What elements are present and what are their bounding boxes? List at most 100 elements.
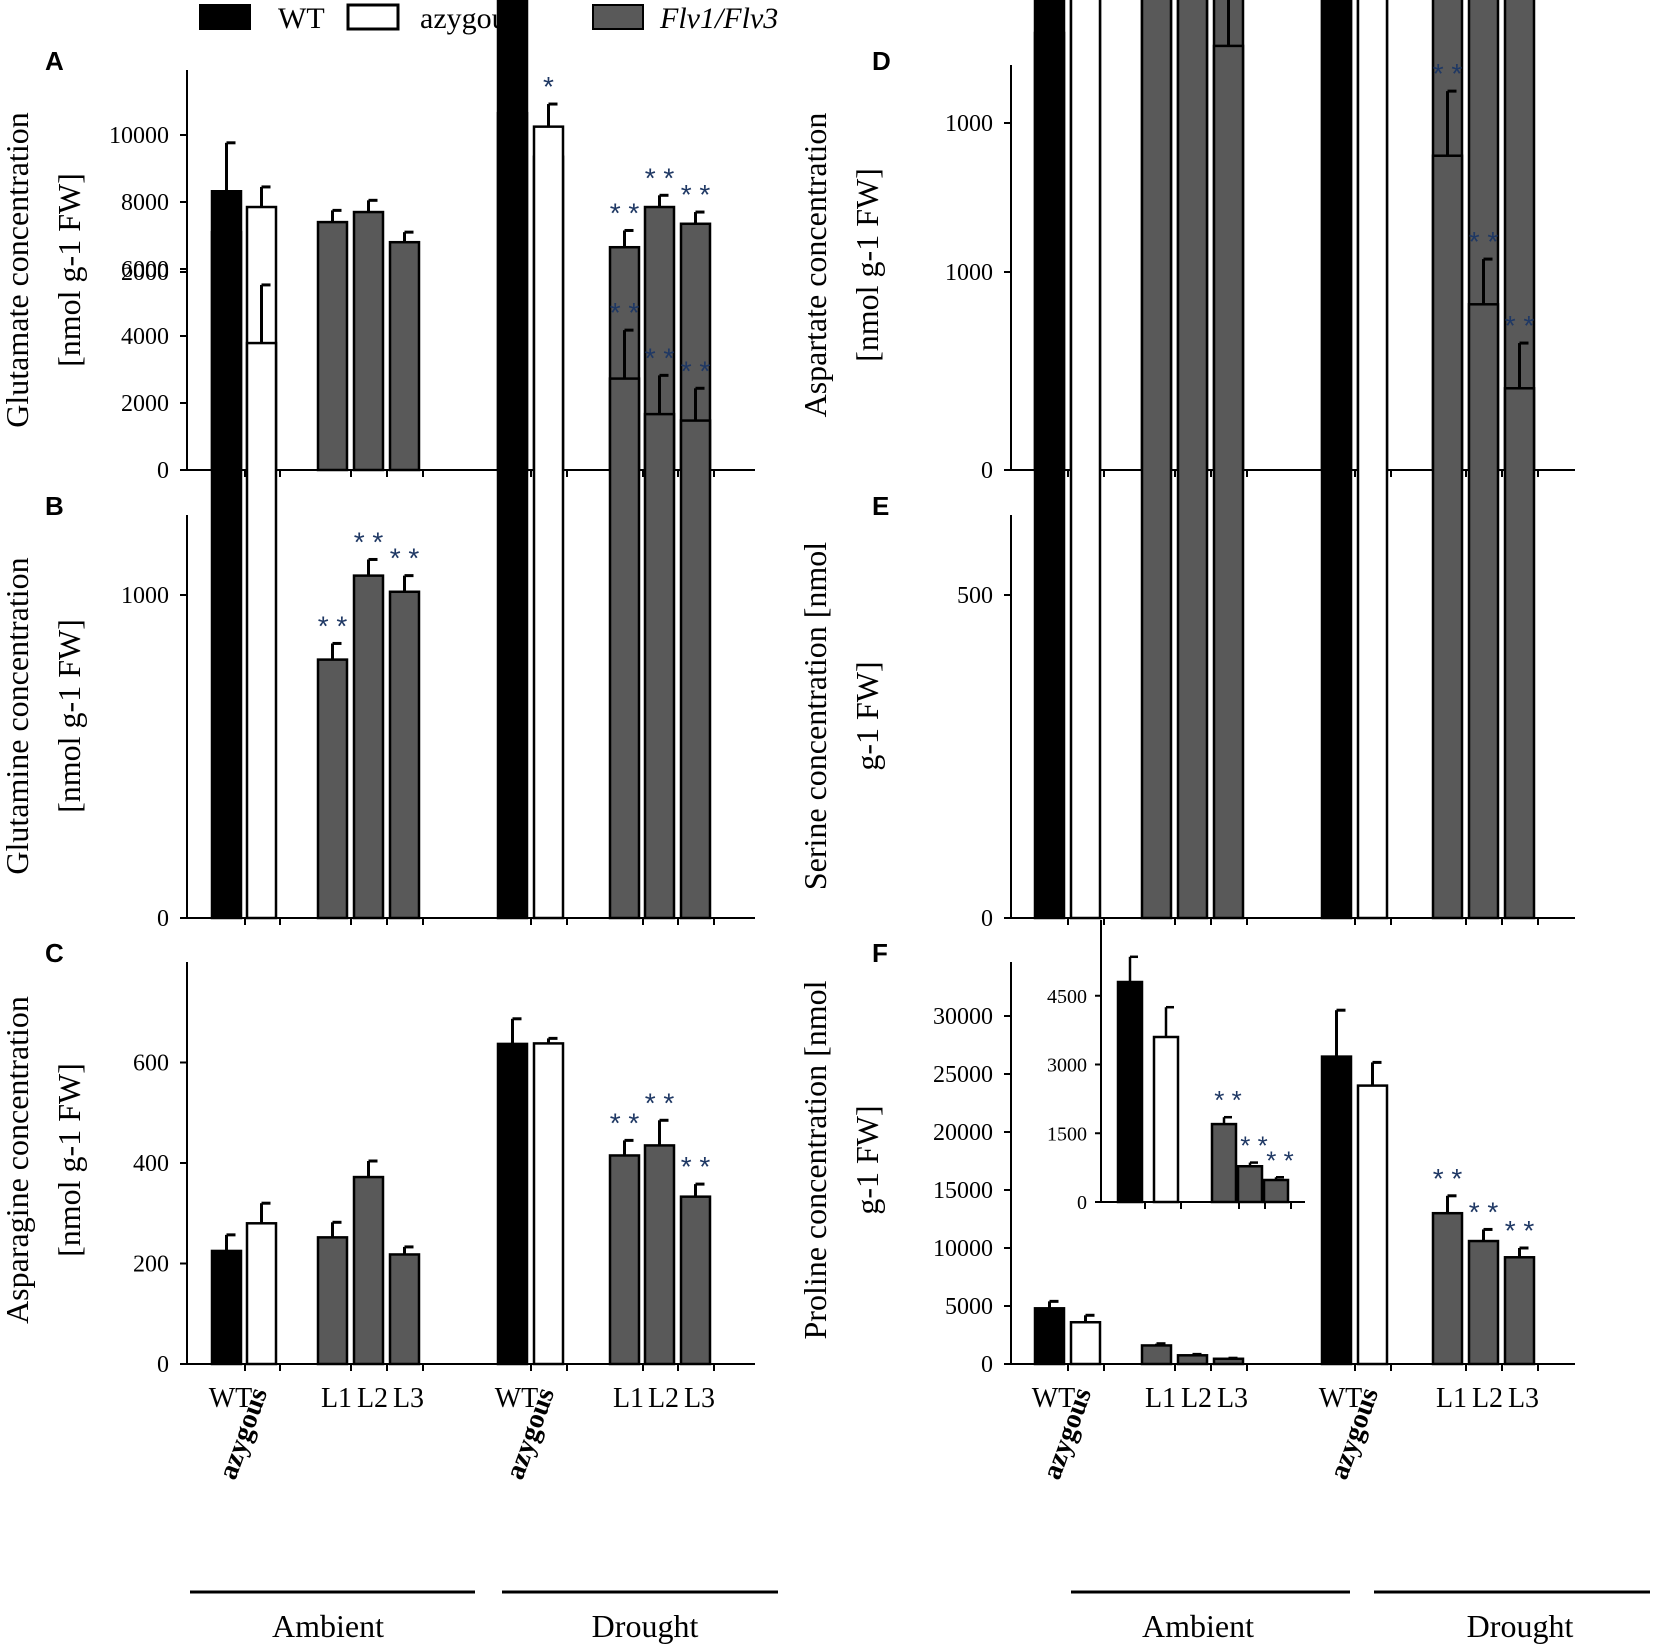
y-label-line: [nmol g-1 FW]: [51, 173, 87, 367]
y-axis-label: Aspartate concentration [nmol g-1 FW]: [797, 113, 885, 418]
significance-mark: * *: [681, 1151, 711, 1182]
y-tick-label: 8000: [121, 190, 169, 216]
significance-mark: * *: [1433, 1163, 1463, 1194]
inset-bar: [1116, 980, 1144, 1204]
panel-letter: F: [872, 938, 888, 968]
inset-significance-mark: * *: [1214, 1085, 1241, 1115]
bar: [1356, 0, 1389, 920]
bar: [316, 220, 349, 472]
bar: [1176, 1354, 1209, 1366]
bar: [1176, 0, 1209, 920]
y-tick-label: 200: [133, 1252, 169, 1278]
y-tick-label: 5000: [945, 1294, 993, 1320]
significance-mark: * *: [1469, 226, 1499, 257]
x-tick-label: L3: [393, 1383, 424, 1414]
bar: [1503, 1256, 1536, 1366]
significance-mark: * *: [610, 1107, 640, 1138]
panel-e: E0500100015002000Serine concentration [n…: [797, 0, 1575, 932]
y-tick-label: 25000: [933, 1062, 993, 1088]
panel-a: A 0 2000 4000 6000 8000 10000 Glutamate concent…: [0, 46, 755, 484]
bar: [1033, 31, 1066, 920]
bar: [608, 377, 641, 920]
significance-mark: * *: [354, 526, 384, 557]
x-tick-label: L2: [648, 1383, 679, 1414]
bar: [388, 1253, 421, 1366]
x-tick-label: L2: [357, 1383, 388, 1414]
bar: [210, 1249, 243, 1366]
legend-label-wt: WT: [278, 2, 325, 35]
significance-mark: * *: [681, 179, 711, 210]
x-tick-label: WT: [1319, 1383, 1363, 1414]
inset-y-tick-label: 4500: [1047, 986, 1087, 1008]
y-tick-label: 10000: [933, 1236, 993, 1262]
bar: [1140, 1344, 1173, 1366]
bar: [496, 1042, 529, 1366]
bar: [532, 125, 565, 920]
y-tick-label: 10000: [109, 123, 169, 149]
bar: [352, 1175, 385, 1366]
significance-mark: * *: [1469, 1196, 1499, 1227]
inset-bar: [1236, 1165, 1264, 1204]
bar: [643, 1144, 676, 1366]
group-label: Ambient: [272, 1608, 384, 1644]
bar: [1467, 1239, 1500, 1366]
bar: [1069, 1320, 1102, 1366]
significance-mark: * *: [1433, 58, 1463, 89]
y-label-line: [nmol g-1 FW]: [51, 1063, 87, 1257]
panel-c: C 0 200 400 600 Asparagine concentration [nmol…: [0, 938, 755, 1378]
bar: [388, 240, 421, 472]
panel-letter: D: [872, 46, 891, 76]
panel-letter: E: [872, 491, 889, 521]
bar: [1431, 1211, 1464, 1366]
legend: WT azygous Flv1/Flv3: [199, 2, 778, 35]
y-label-line: Proline concentration [nmol: [797, 980, 833, 1339]
bar: [210, 190, 243, 920]
y-axis-label: Proline concentration [nmol g-1 FW]: [797, 980, 885, 1339]
y-label-line: Serine concentration [nmol: [797, 542, 833, 890]
x-tick-label: L2: [1181, 1383, 1212, 1414]
inset-significance-mark: * *: [1266, 1145, 1293, 1175]
x-tick-label: L1: [1436, 1383, 1467, 1414]
x-tick-label: L3: [684, 1383, 715, 1414]
x-tick-label: L1: [613, 1383, 644, 1414]
y-axis-label: Glutamine concentration [nmol g-1 FW]: [0, 557, 87, 874]
y-tick-label: 400: [133, 1151, 169, 1177]
x-tick-label: L1: [321, 1383, 352, 1414]
legend-swatch-flv: [592, 4, 644, 30]
y-label-line: [nmol g-1 FW]: [51, 619, 87, 813]
bar: [1140, 0, 1173, 920]
bar: [1320, 0, 1353, 920]
bar: [1356, 1084, 1389, 1366]
x-tick-label: L2: [1472, 1383, 1503, 1414]
inset-y-tick-label: 1500: [1047, 1123, 1087, 1145]
panel-b: B01000200030004000Glutamine concentratio…: [0, 0, 755, 932]
y-tick-label: 0: [157, 906, 169, 932]
y-tick-label: 500: [957, 583, 993, 609]
bar: [532, 1042, 565, 1366]
significance-mark: * *: [390, 543, 420, 574]
significance-mark: * *: [645, 1087, 675, 1118]
bar: [245, 1222, 278, 1366]
bar: [1503, 387, 1536, 920]
y-tick-label: 6000: [121, 257, 169, 283]
y-axis-label: Serine concentration [nmol g-1 FW]: [797, 542, 885, 890]
group-label: Ambient: [1142, 1608, 1254, 1644]
bar: [679, 419, 712, 920]
inset-y-tick-label: 0: [1077, 1192, 1087, 1214]
bar: [1212, 44, 1245, 920]
bar: [679, 1195, 712, 1366]
y-tick-label: 2000: [121, 260, 169, 286]
x-tick-label: L3: [1508, 1383, 1539, 1414]
y-axis-label: Glutamate concentration [nmol g-1 FW]: [0, 112, 87, 427]
significance-mark: * *: [318, 610, 348, 641]
significance-mark: *: [543, 71, 554, 102]
y-tick-label: 0: [981, 1352, 993, 1378]
inset-bar: [1262, 1178, 1290, 1204]
bar: [1069, 0, 1102, 920]
x-tick-label: L1: [1145, 1383, 1176, 1414]
